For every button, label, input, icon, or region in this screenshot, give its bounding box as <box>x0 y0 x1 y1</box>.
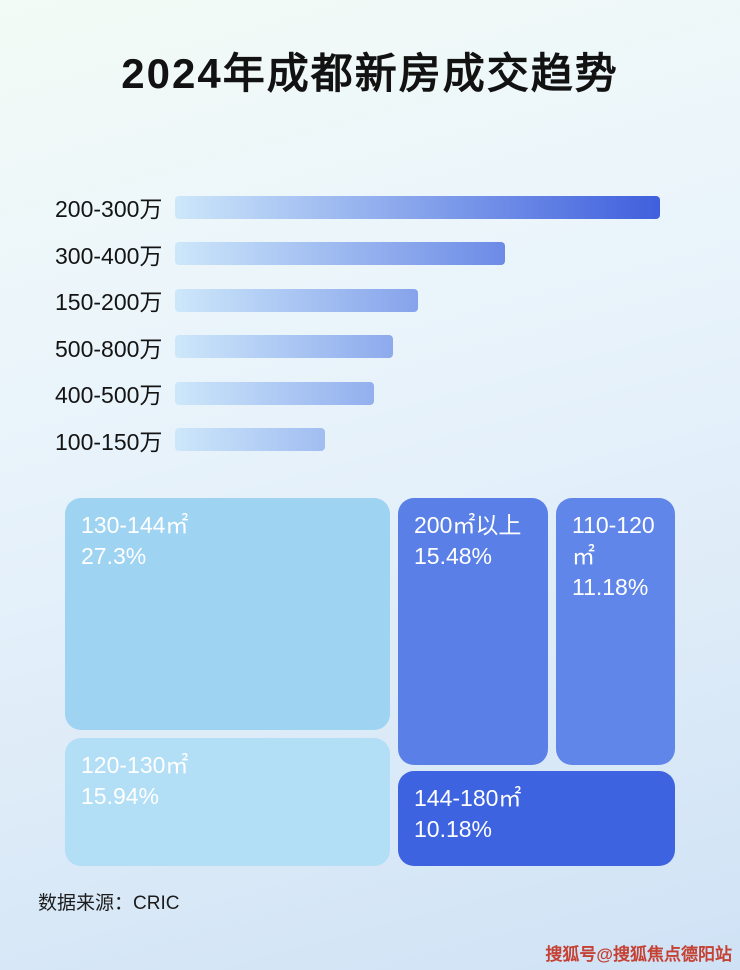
bar-category-label: 150-200万 <box>55 289 163 316</box>
bar-category-label: 400-500万 <box>55 382 163 409</box>
bar-row: 300-400万 <box>55 231 660 278</box>
bar <box>175 335 394 359</box>
treemap-box-130-144: 130-144㎡ 27.3% <box>65 498 390 730</box>
bar-track <box>175 381 660 405</box>
bar-chart: 200-300万 300-400万 150-200万 500-800万 400-500万… <box>55 184 660 463</box>
bar <box>175 288 418 312</box>
treemap-box-110-120: 110-120㎡ 11.18% <box>556 498 675 765</box>
treemap-value: 11.18% <box>572 574 649 601</box>
bar-row: 500-800万 <box>55 324 660 371</box>
treemap-box-144-180: 144-180㎡ 10.18% <box>398 771 675 866</box>
bar-track <box>175 242 660 266</box>
bar-row: 200-300万 <box>55 184 660 231</box>
treemap-label: 120-130㎡ <box>81 752 189 778</box>
bar-row: 100-150万 <box>55 417 660 464</box>
bar <box>175 381 374 405</box>
bar-category-label: 500-800万 <box>55 335 163 362</box>
watermark-text: 搜狐号@搜狐焦点德阳站 <box>545 945 732 964</box>
treemap-label: 110-120㎡ <box>572 512 655 570</box>
data-source-note: 数据来源：CRIC <box>38 893 180 914</box>
bar <box>175 428 326 452</box>
bar-category-label: 300-400万 <box>55 242 163 269</box>
treemap-label: 144-180㎡ <box>414 785 522 811</box>
bar-track <box>175 288 660 312</box>
bar-category-label: 200-300万 <box>55 196 163 223</box>
bar-track <box>175 335 660 359</box>
treemap-value: 27.3% <box>81 543 147 570</box>
treemap-value: 15.48% <box>414 543 493 570</box>
treemap-value: 10.18% <box>414 816 493 843</box>
treemap-chart: 130-144㎡ 27.3% 200㎡以上 15.48% 110-120㎡ 11… <box>65 498 675 866</box>
bar-track <box>175 428 660 452</box>
page-title: 2024年成都新房成交趋势 <box>121 50 619 97</box>
bar <box>175 195 660 219</box>
treemap-value: 15.94% <box>81 783 160 810</box>
treemap-box-200-plus: 200㎡以上 15.48% <box>398 498 548 765</box>
bar-row: 150-200万 <box>55 277 660 324</box>
treemap-box-120-130: 120-130㎡ 15.94% <box>65 738 390 866</box>
bar-category-label: 100-150万 <box>55 428 163 455</box>
bar-track <box>175 195 660 219</box>
bar-row: 400-500万 <box>55 370 660 417</box>
treemap-label: 200㎡以上 <box>414 512 522 538</box>
treemap-label: 130-144㎡ <box>81 512 189 538</box>
bar <box>175 242 505 266</box>
